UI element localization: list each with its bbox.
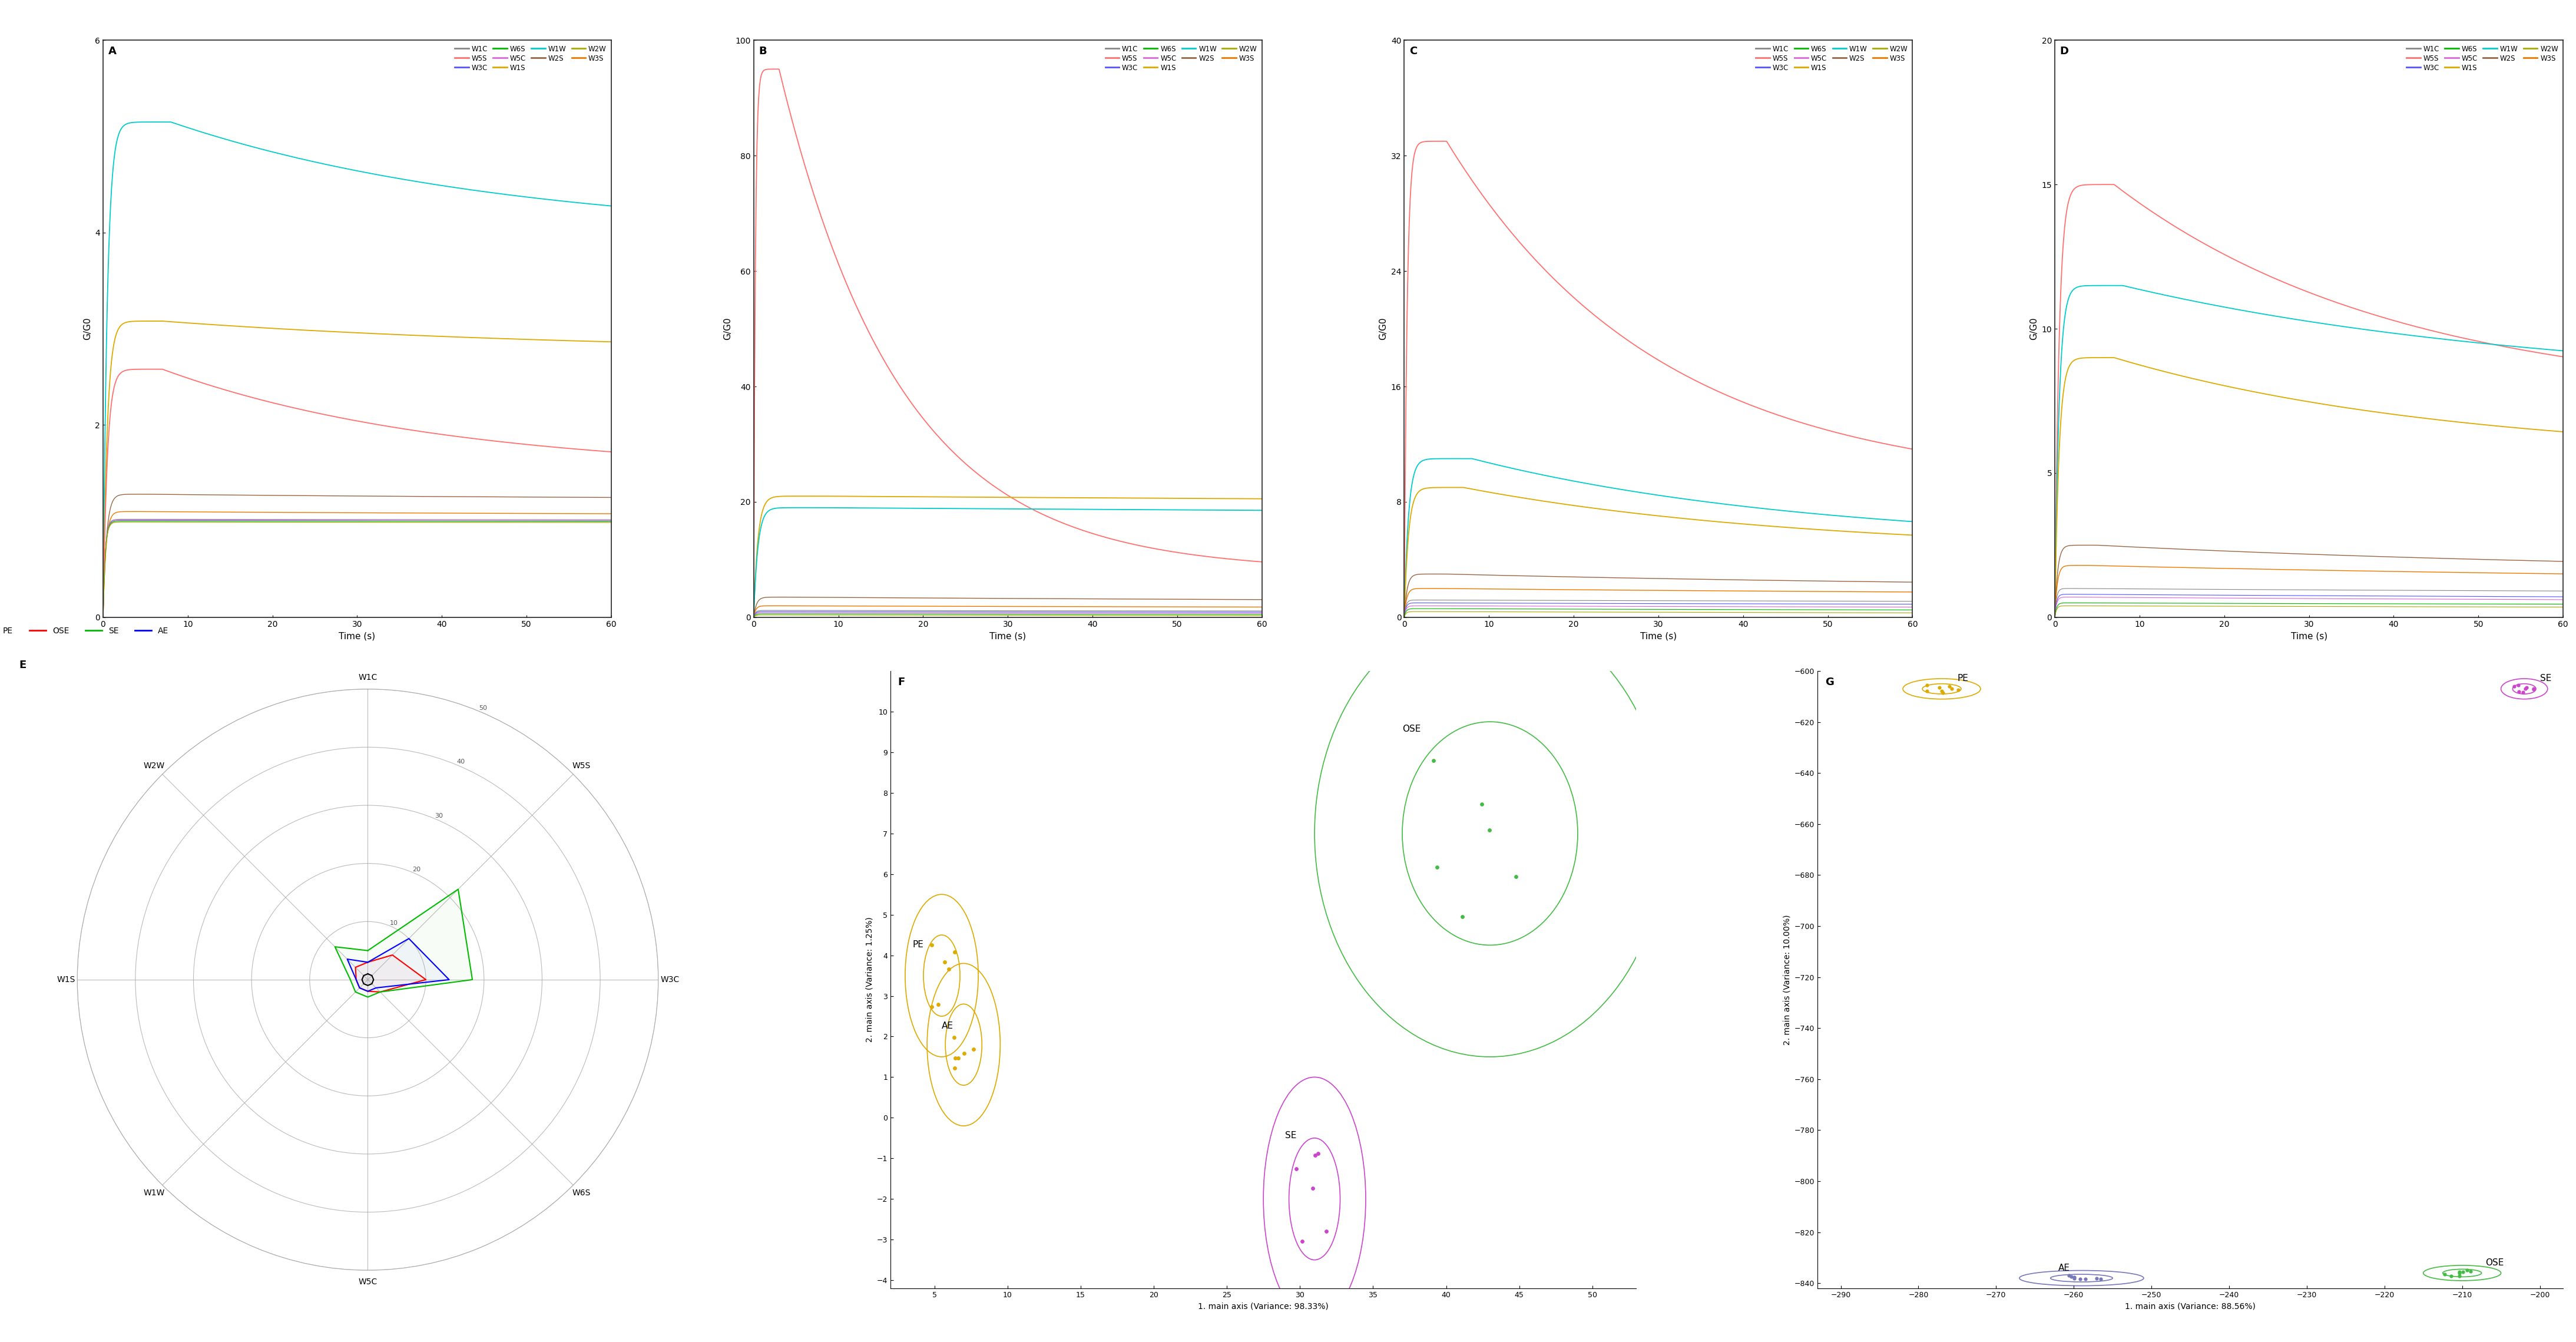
X-axis label: Time (s): Time (s) <box>1641 632 1677 640</box>
Point <box>1461 793 1502 815</box>
Y-axis label: G/G0: G/G0 <box>1378 318 1388 340</box>
Y-axis label: G/G0: G/G0 <box>82 318 93 340</box>
Point <box>2076 1268 2117 1290</box>
Text: D: D <box>2061 46 2069 56</box>
Point <box>1293 1178 1334 1200</box>
Point <box>2499 675 2540 696</box>
Point <box>1275 1158 1316 1180</box>
Point <box>2053 1268 2094 1290</box>
Point <box>1922 680 1963 702</box>
X-axis label: 1. main axis (Variance: 88.56%): 1. main axis (Variance: 88.56%) <box>2125 1302 2257 1310</box>
Point <box>2439 1261 2481 1283</box>
Point <box>933 1027 974 1048</box>
Point <box>925 951 966 973</box>
Text: AE: AE <box>2058 1263 2071 1272</box>
Text: G: G <box>1824 678 1834 688</box>
Text: B: B <box>760 46 768 56</box>
Legend: W1C, W5S, W3C, W6S, W5C, W1S, W1W, W2S, W2W, W3S: W1C, W5S, W3C, W6S, W5C, W1S, W1W, W2S, … <box>1103 43 1260 74</box>
Point <box>2439 1261 2481 1283</box>
Text: PE: PE <box>1958 674 1968 683</box>
Point <box>1937 679 1978 701</box>
Text: SE: SE <box>1285 1131 1296 1139</box>
Point <box>1906 680 1947 702</box>
Point <box>2066 1268 2107 1290</box>
Y-axis label: 2. main axis (Variance: 10.00%): 2. main axis (Variance: 10.00%) <box>1783 914 1790 1045</box>
Point <box>943 1043 984 1064</box>
Point <box>2494 676 2535 698</box>
Point <box>2079 1268 2120 1290</box>
Point <box>1929 675 1971 696</box>
Point <box>1298 1143 1340 1165</box>
Text: A: A <box>108 46 116 56</box>
Point <box>1932 678 1973 699</box>
Point <box>2499 680 2540 702</box>
Point <box>1443 906 1484 927</box>
Point <box>938 1047 979 1068</box>
X-axis label: Time (s): Time (s) <box>989 632 1025 640</box>
Point <box>1296 1145 1337 1166</box>
Point <box>2048 1264 2089 1286</box>
Point <box>1922 682 1963 703</box>
Y-axis label: 2. main axis (Variance: 1.25%): 2. main axis (Variance: 1.25%) <box>866 917 873 1043</box>
Point <box>2053 1267 2094 1288</box>
Point <box>2061 1268 2102 1290</box>
Point <box>912 996 953 1017</box>
Point <box>933 1057 974 1079</box>
Point <box>2506 676 2548 698</box>
Point <box>935 1048 976 1070</box>
Point <box>1412 750 1453 772</box>
Text: AE: AE <box>943 1021 953 1031</box>
Y-axis label: G/G0: G/G0 <box>724 318 732 340</box>
Point <box>917 993 958 1015</box>
Legend: W1C, W5S, W3C, W6S, W5C, W1S, W1W, W2S, W2W, W3S: W1C, W5S, W3C, W6S, W5C, W1S, W1W, W2S, … <box>1754 43 1911 74</box>
X-axis label: Time (s): Time (s) <box>2290 632 2326 640</box>
Point <box>1417 856 1458 878</box>
X-axis label: Time (s): Time (s) <box>340 632 376 640</box>
Point <box>2050 1266 2092 1287</box>
Point <box>935 941 976 962</box>
Text: SE: SE <box>2540 674 2550 683</box>
Point <box>1906 675 1947 696</box>
Point <box>2447 1259 2488 1280</box>
Text: E: E <box>18 660 26 671</box>
Point <box>2512 678 2553 699</box>
Point <box>2504 678 2545 699</box>
Point <box>2424 1264 2465 1286</box>
X-axis label: 1. main axis (Variance: 98.33%): 1. main axis (Variance: 98.33%) <box>1198 1302 1329 1310</box>
Legend: W1C, W5S, W3C, W6S, W5C, W1S, W1W, W2S, W2W, W3S: W1C, W5S, W3C, W6S, W5C, W1S, W1W, W2S, … <box>451 43 611 74</box>
Point <box>2429 1266 2470 1287</box>
Point <box>2439 1266 2481 1287</box>
Point <box>2450 1261 2491 1283</box>
Legend: PE, OSE, SE, AE: PE, OSE, SE, AE <box>0 624 173 639</box>
Point <box>953 1039 994 1060</box>
Y-axis label: G/G0: G/G0 <box>2030 318 2038 340</box>
Text: PE: PE <box>912 941 925 949</box>
Point <box>1919 676 1960 698</box>
Point <box>1306 1220 1347 1241</box>
Point <box>1283 1231 1324 1252</box>
Point <box>1494 866 1535 887</box>
Point <box>2504 682 2545 703</box>
Point <box>912 934 953 956</box>
Legend: W1C, W5S, W3C, W6S, W5C, W1S, W1W, W2S, W2W, W3S: W1C, W5S, W3C, W6S, W5C, W1S, W1W, W2S, … <box>2403 43 2561 74</box>
Text: OSE: OSE <box>1401 725 1422 734</box>
Point <box>927 958 969 980</box>
Point <box>2442 1261 2483 1283</box>
Text: C: C <box>1409 46 1417 56</box>
Point <box>2514 679 2555 701</box>
Text: F: F <box>899 678 904 688</box>
Point <box>1468 819 1510 840</box>
Text: OSE: OSE <box>2486 1259 2504 1267</box>
